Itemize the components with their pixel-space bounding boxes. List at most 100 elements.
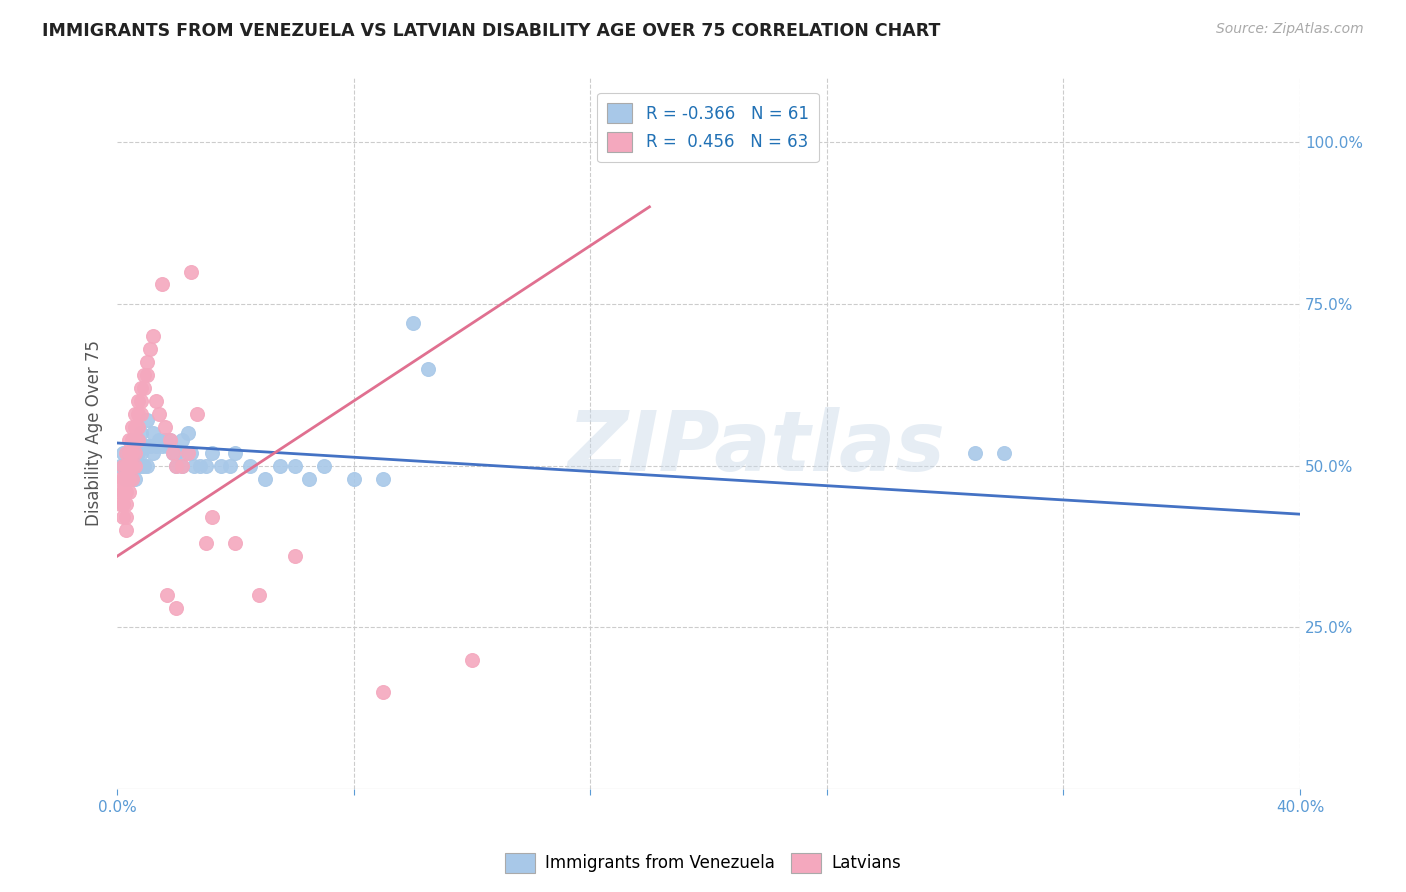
Point	[108, 484, 131, 499]
Point	[121, 458, 143, 473]
Point	[201, 446, 224, 460]
Point	[145, 439, 167, 453]
Point	[124, 472, 146, 486]
Point	[121, 419, 143, 434]
Point	[127, 419, 149, 434]
Point	[118, 458, 141, 473]
Point	[132, 458, 155, 473]
Point	[174, 446, 197, 460]
Point	[138, 342, 160, 356]
Point	[121, 458, 143, 473]
Point	[159, 433, 181, 447]
Point	[269, 458, 291, 473]
Legend: Immigrants from Venezuela, Latvians: Immigrants from Venezuela, Latvians	[498, 847, 908, 880]
Point	[129, 407, 152, 421]
Point	[115, 458, 138, 473]
Point	[115, 484, 138, 499]
Point	[172, 458, 194, 473]
Point	[115, 458, 138, 473]
Point	[153, 433, 176, 447]
Point	[118, 472, 141, 486]
Point	[115, 510, 138, 524]
Point	[127, 446, 149, 460]
Point	[402, 316, 425, 330]
Y-axis label: Disability Age Over 75: Disability Age Over 75	[86, 340, 103, 526]
Point	[284, 549, 307, 564]
Point	[314, 458, 336, 473]
Point	[132, 368, 155, 382]
Point	[284, 458, 307, 473]
Text: Source: ZipAtlas.com: Source: ZipAtlas.com	[1216, 22, 1364, 37]
Point	[112, 498, 135, 512]
Point	[112, 458, 135, 473]
Point	[129, 458, 152, 473]
Point	[159, 433, 181, 447]
Point	[124, 458, 146, 473]
Point	[183, 458, 205, 473]
Point	[165, 458, 187, 473]
Point	[129, 381, 152, 395]
Point	[112, 472, 135, 486]
Legend: R = -0.366   N = 61, R =  0.456   N = 63: R = -0.366 N = 61, R = 0.456 N = 63	[598, 93, 818, 161]
Point	[112, 458, 135, 473]
Point	[188, 458, 211, 473]
Point	[124, 407, 146, 421]
Point	[963, 446, 986, 460]
Point	[124, 446, 146, 460]
Point	[135, 413, 157, 427]
Point	[115, 472, 138, 486]
Point	[118, 484, 141, 499]
Point	[150, 277, 173, 292]
Point	[153, 419, 176, 434]
Point	[121, 472, 143, 486]
Point	[373, 685, 395, 699]
Point	[112, 446, 135, 460]
Point	[298, 472, 321, 486]
Point	[993, 446, 1015, 460]
Point	[135, 368, 157, 382]
Point	[142, 426, 165, 441]
Point	[135, 439, 157, 453]
Point	[132, 439, 155, 453]
Point	[254, 472, 277, 486]
Point	[145, 393, 167, 408]
Point	[112, 510, 135, 524]
Point	[124, 419, 146, 434]
Point	[118, 433, 141, 447]
Point	[177, 446, 200, 460]
Point	[129, 446, 152, 460]
Point	[118, 446, 141, 460]
Point	[180, 446, 202, 460]
Point	[416, 361, 439, 376]
Point	[172, 458, 194, 473]
Point	[239, 458, 262, 473]
Point	[209, 458, 232, 473]
Point	[343, 472, 366, 486]
Point	[180, 264, 202, 278]
Point	[108, 498, 131, 512]
Point	[148, 433, 170, 447]
Point	[224, 536, 246, 550]
Text: IMMIGRANTS FROM VENEZUELA VS LATVIAN DISABILITY AGE OVER 75 CORRELATION CHART: IMMIGRANTS FROM VENEZUELA VS LATVIAN DIS…	[42, 22, 941, 40]
Point	[156, 439, 179, 453]
Point	[127, 458, 149, 473]
Point	[108, 472, 131, 486]
Point	[135, 355, 157, 369]
Point	[194, 536, 217, 550]
Point	[115, 524, 138, 538]
Point	[148, 407, 170, 421]
Point	[165, 446, 187, 460]
Point	[127, 433, 149, 447]
Point	[218, 458, 240, 473]
Point	[115, 498, 138, 512]
Point	[177, 426, 200, 441]
Point	[127, 433, 149, 447]
Point	[129, 393, 152, 408]
Point	[124, 433, 146, 447]
Point	[247, 588, 270, 602]
Point	[162, 446, 184, 460]
Point	[373, 472, 395, 486]
Point	[194, 458, 217, 473]
Point	[115, 446, 138, 460]
Point	[115, 472, 138, 486]
